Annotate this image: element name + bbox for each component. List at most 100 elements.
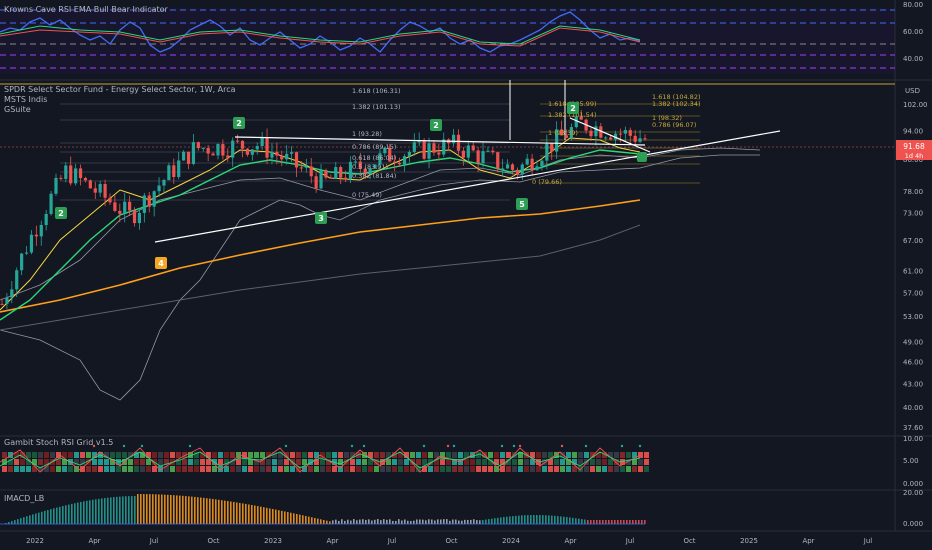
candle-body — [633, 135, 637, 142]
stoch-dot — [362, 444, 366, 448]
macd-bar — [638, 520, 640, 524]
stoch-cell — [14, 466, 19, 472]
rsi-line — [0, 11, 641, 53]
macd-bar — [605, 520, 607, 524]
candle-body — [250, 149, 254, 155]
stoch-cell — [566, 452, 571, 458]
stoch-cell — [602, 466, 607, 472]
macd-bar — [263, 507, 265, 524]
macd-bar — [620, 520, 622, 524]
stoch-cell — [56, 459, 61, 465]
stoch-cell — [554, 452, 559, 458]
macd-bar — [563, 516, 565, 524]
stoch-cell — [590, 466, 595, 472]
stoch-cell — [164, 452, 169, 458]
macd-bar — [185, 496, 187, 524]
macd-bar — [488, 519, 490, 524]
candle-body — [530, 158, 534, 171]
macd-bar — [614, 520, 616, 524]
candle-body — [319, 170, 323, 189]
rising-trendline[interactable] — [154, 130, 781, 243]
macd-bar — [65, 505, 67, 524]
stoch-cell — [434, 459, 439, 465]
ema-mid-line — [0, 149, 641, 321]
stoch-cell — [506, 466, 511, 472]
stoch-dot — [500, 444, 504, 448]
time-tick: Jul — [625, 537, 635, 545]
candle-body — [59, 177, 63, 179]
descending-trendline[interactable] — [569, 117, 651, 153]
candle-body — [501, 168, 505, 170]
macd-bar — [125, 496, 127, 524]
macd-bar — [74, 503, 76, 524]
candle-body — [353, 161, 358, 163]
stoch-cell — [584, 466, 589, 472]
macd-bar — [122, 496, 124, 524]
macd-bar — [248, 504, 250, 524]
stoch-cell — [188, 452, 193, 458]
stoch-cell — [620, 459, 625, 465]
macd-bar — [593, 520, 595, 524]
stoch-cell — [32, 459, 37, 465]
stoch-cell — [74, 466, 79, 472]
candle-body — [162, 180, 166, 186]
candle-body — [78, 168, 83, 179]
price-tick: 43.00 — [903, 381, 923, 389]
stoch-cell — [518, 466, 523, 472]
macd-bar — [350, 520, 352, 524]
stoch-cell — [14, 452, 19, 458]
stoch-cell — [338, 466, 343, 472]
stoch-cell — [452, 452, 457, 458]
candle-body — [157, 185, 161, 192]
currency-label: USD — [905, 87, 920, 95]
stoch-k-line — [0, 447, 641, 473]
stoch-cell — [440, 452, 445, 458]
stoch-cell — [68, 466, 73, 472]
stoch-cell — [278, 459, 283, 465]
macd-bar — [38, 512, 40, 524]
macd-bar — [557, 516, 559, 524]
wave-badge — [233, 117, 245, 129]
candle-body — [221, 144, 225, 156]
stoch-tick: 5.00 — [903, 457, 919, 465]
stoch-cell — [176, 466, 181, 472]
macd-bar — [311, 517, 313, 524]
macd-bar — [416, 519, 418, 524]
resistance-trendline[interactable] — [234, 136, 646, 146]
stoch-cell — [332, 466, 337, 472]
candle-body — [609, 137, 613, 140]
macd-bar — [539, 515, 541, 524]
stoch-cell — [524, 459, 529, 465]
candle-body — [275, 151, 279, 156]
stoch-cell — [164, 466, 169, 472]
price-tick: 67.00 — [903, 237, 923, 245]
stoch-cell — [614, 459, 619, 465]
macd-bar — [518, 515, 520, 524]
candle-body — [456, 134, 461, 151]
macd-bar — [386, 519, 388, 524]
stoch-cell — [194, 452, 199, 458]
macd-bar — [527, 515, 529, 524]
stoch-cell — [452, 459, 457, 465]
macd-bar — [41, 511, 43, 524]
stoch-cell — [170, 466, 175, 472]
macd-bar — [332, 520, 334, 524]
stoch-cell — [536, 466, 541, 472]
macd-bar — [542, 515, 544, 524]
macd-bar — [428, 519, 430, 524]
stoch-cell — [62, 452, 67, 458]
candle-body — [613, 133, 618, 140]
macd-bar — [377, 519, 379, 524]
macd-bar — [338, 520, 340, 524]
stoch-cell — [314, 452, 319, 458]
macd-bar — [50, 509, 52, 524]
stoch-cell — [368, 466, 373, 472]
macd-bar — [212, 498, 214, 524]
candle-body — [206, 147, 210, 154]
macd-bar — [14, 520, 16, 524]
macd-bar — [434, 520, 436, 524]
macd-bar — [284, 511, 286, 524]
stoch-cell — [578, 452, 583, 458]
stoch-cell — [302, 466, 307, 472]
